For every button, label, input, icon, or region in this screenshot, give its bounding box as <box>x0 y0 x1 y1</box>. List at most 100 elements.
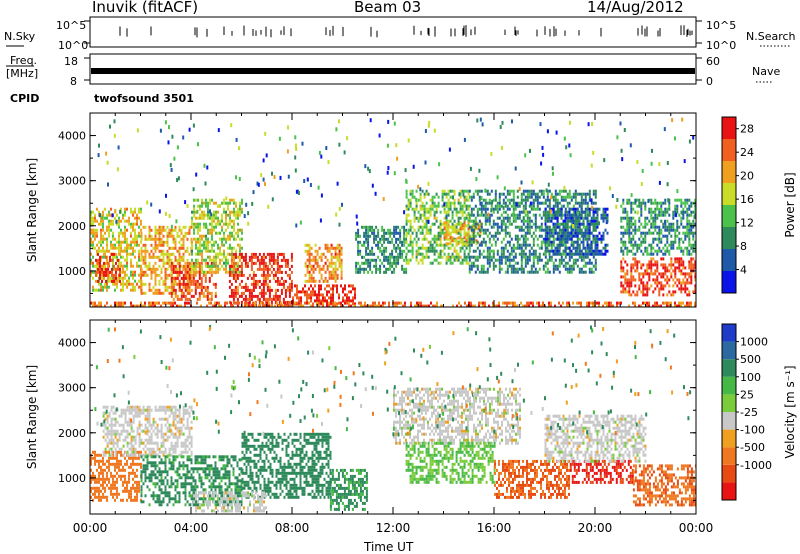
echo-cell <box>384 301 386 305</box>
echo-cell <box>604 216 607 220</box>
echo-cell <box>130 288 132 292</box>
echo-cell <box>468 255 471 259</box>
echo-cell <box>308 279 311 283</box>
echo-cell <box>225 270 227 274</box>
echo-cell <box>200 279 203 283</box>
echo-cell <box>640 204 643 208</box>
echo-cell <box>472 222 475 226</box>
echo-cell <box>518 228 521 232</box>
echo-cell <box>558 261 561 265</box>
echo-cell <box>504 258 507 262</box>
echo-cell <box>132 210 134 214</box>
echo-cell <box>554 210 557 214</box>
echo-cell <box>660 263 663 267</box>
echo-cell <box>465 213 468 217</box>
echo-cell <box>504 216 507 220</box>
echo-cell <box>140 231 143 235</box>
echo-cell <box>459 236 462 240</box>
echo-cell <box>172 282 175 286</box>
echo-cell <box>516 225 519 229</box>
echo-cell <box>266 267 269 271</box>
echo-cell <box>411 195 414 199</box>
echo-cell <box>270 252 273 256</box>
echo-cell <box>379 258 382 262</box>
echo-cell <box>180 282 183 286</box>
echo-cell <box>397 258 400 262</box>
echo-cell <box>550 192 553 196</box>
echo-cell <box>182 279 185 283</box>
echo-cell <box>184 270 187 274</box>
echo-cell <box>423 225 426 229</box>
echo-cell <box>132 228 134 232</box>
echo-cell <box>562 231 565 235</box>
echo-cell <box>664 210 667 214</box>
echo-cell <box>190 294 193 298</box>
echo-cell <box>423 237 426 241</box>
echo-cell <box>166 276 169 280</box>
echo-cell <box>357 246 360 250</box>
echo-cell <box>365 258 368 262</box>
echo-cell <box>433 216 436 220</box>
echo-cell <box>369 225 372 229</box>
echo-cell <box>332 284 334 288</box>
echo-cell <box>650 257 653 261</box>
echo-cell <box>461 261 464 265</box>
echo-cell <box>418 301 420 305</box>
echo-cell <box>652 231 655 235</box>
echo-cell <box>357 228 360 232</box>
echo-cell <box>132 225 134 229</box>
echo-cell <box>510 249 513 253</box>
echo-cell <box>514 270 517 274</box>
echo-cell <box>232 304 234 307</box>
echo-cell <box>684 246 687 250</box>
echo-cell <box>195 237 197 241</box>
echo-cell <box>502 198 505 202</box>
echo-cell <box>508 261 511 265</box>
echo-cell <box>223 222 225 226</box>
echo-cell <box>502 249 505 253</box>
echo-cell <box>459 224 462 228</box>
echo-cell <box>385 231 388 235</box>
echo-cell <box>201 252 203 256</box>
echo-cell <box>411 243 414 247</box>
echo-cell <box>382 304 384 307</box>
echo-cell <box>421 252 424 256</box>
echo-cell <box>160 228 163 232</box>
echo-cell <box>352 284 354 288</box>
echo-cell <box>572 192 575 196</box>
echo-cell <box>334 284 336 288</box>
echo-cell <box>692 222 695 226</box>
echo-cell <box>652 278 655 282</box>
echo-cell <box>237 213 239 217</box>
echo-cell <box>500 255 503 259</box>
echo-cell <box>662 275 665 279</box>
echo-cell <box>198 276 201 280</box>
echo-cell <box>514 252 517 256</box>
echo-cell <box>237 270 239 274</box>
echo-cell <box>223 237 225 241</box>
echo-cell <box>680 284 683 288</box>
echo-cell <box>213 258 215 262</box>
echo-cell <box>300 290 302 294</box>
echo-cell <box>634 278 637 282</box>
echo-cell <box>338 293 340 297</box>
echo-cell <box>590 240 593 244</box>
echo-cell <box>520 261 523 265</box>
echo-cell <box>538 228 541 232</box>
echo-cell <box>475 242 478 246</box>
echo-cell <box>478 304 480 307</box>
echo-cell <box>457 210 460 214</box>
echo-cell <box>350 299 352 303</box>
echo-cell <box>369 228 372 232</box>
echo-cell <box>97 261 99 265</box>
echo-cell <box>449 246 452 250</box>
echo-cell <box>405 213 408 217</box>
echo-cell <box>546 204 549 208</box>
echo-cell <box>122 288 124 292</box>
echo-cell <box>101 279 103 283</box>
echo-cell <box>582 243 585 247</box>
echo-cell <box>672 222 675 226</box>
echo-cell <box>229 222 231 226</box>
echo-cell <box>180 270 183 274</box>
echo-cell <box>630 284 633 288</box>
